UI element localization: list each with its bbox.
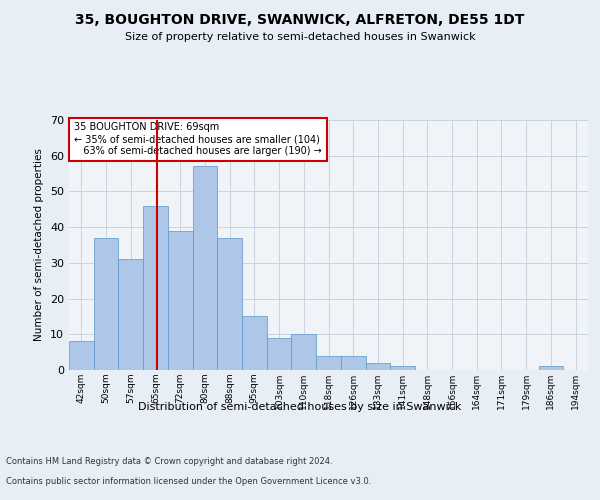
Text: Size of property relative to semi-detached houses in Swanwick: Size of property relative to semi-detach…: [125, 32, 475, 42]
Text: 35, BOUGHTON DRIVE, SWANWICK, ALFRETON, DE55 1DT: 35, BOUGHTON DRIVE, SWANWICK, ALFRETON, …: [76, 12, 524, 26]
Bar: [365, 363, 390, 370]
Bar: [390, 366, 415, 370]
Text: Contains HM Land Registry data © Crown copyright and database right 2024.: Contains HM Land Registry data © Crown c…: [6, 458, 332, 466]
Bar: [242, 316, 267, 370]
Bar: [168, 230, 193, 370]
Text: 35 BOUGHTON DRIVE: 69sqm
← 35% of semi-detached houses are smaller (104)
   63% : 35 BOUGHTON DRIVE: 69sqm ← 35% of semi-d…: [74, 122, 322, 156]
Text: Distribution of semi-detached houses by size in Swanwick: Distribution of semi-detached houses by …: [139, 402, 461, 412]
Bar: [143, 206, 168, 370]
Bar: [118, 260, 143, 370]
Text: Contains public sector information licensed under the Open Government Licence v3: Contains public sector information licen…: [6, 478, 371, 486]
Bar: [316, 356, 341, 370]
Bar: [69, 342, 94, 370]
Bar: [94, 238, 118, 370]
Bar: [341, 356, 365, 370]
Y-axis label: Number of semi-detached properties: Number of semi-detached properties: [34, 148, 44, 342]
Bar: [267, 338, 292, 370]
Bar: [539, 366, 563, 370]
Bar: [193, 166, 217, 370]
Bar: [292, 334, 316, 370]
Bar: [217, 238, 242, 370]
